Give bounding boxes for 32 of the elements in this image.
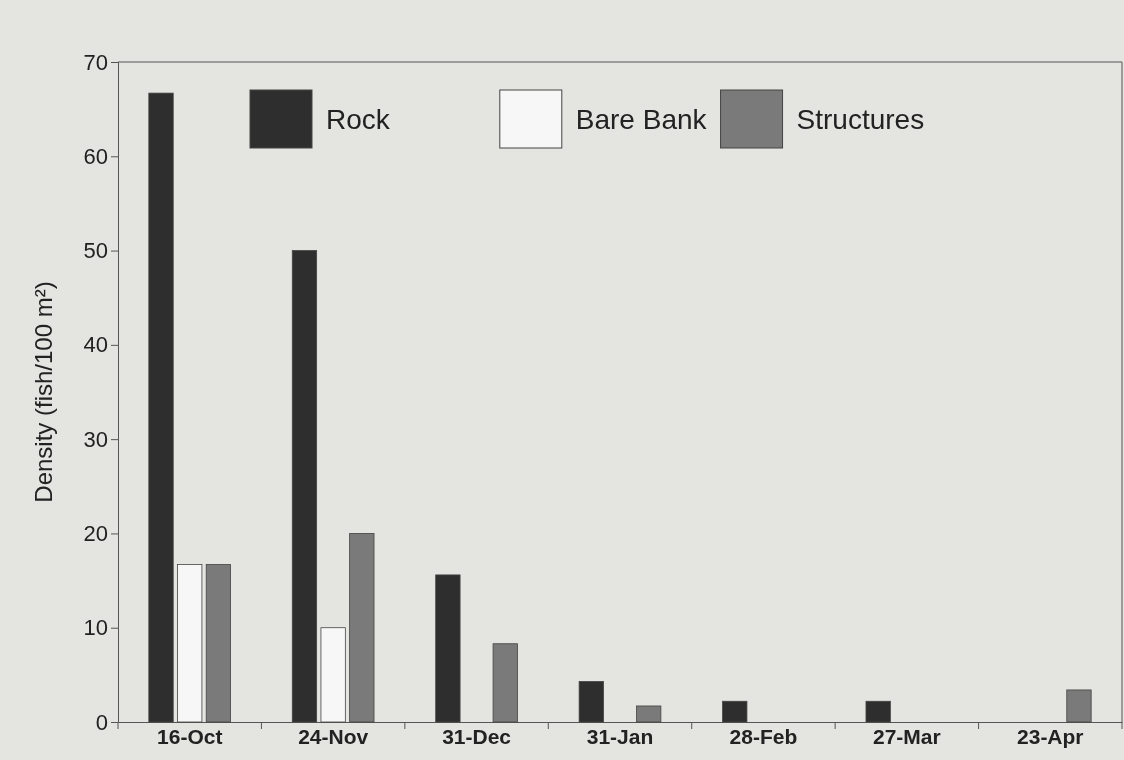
y-tick-label: 40 [83, 332, 108, 358]
y-tick-label: 10 [83, 615, 108, 641]
x-tick-label: 31-Jan [586, 724, 654, 748]
y-tick-label: 50 [83, 238, 108, 264]
x-tick-label: 23-Apr [1017, 724, 1084, 748]
bar [148, 92, 174, 723]
legend-label: Bare Bank [575, 104, 708, 135]
x-tick-label: 31-Dec [442, 724, 512, 748]
y-axis-title: Density (fish/100 m²) [30, 281, 57, 503]
bar [865, 700, 891, 723]
bar [349, 533, 375, 723]
bar [1066, 689, 1092, 723]
x-tick-label: 27-Mar [873, 724, 941, 748]
y-tick-label: 30 [83, 426, 108, 452]
bar [435, 574, 461, 723]
bar [722, 700, 748, 723]
y-tick-label: 60 [83, 143, 108, 169]
bar [177, 564, 203, 723]
bar [205, 564, 231, 723]
bar [636, 705, 662, 723]
y-tick-label: 20 [83, 520, 108, 546]
legend-label: Rock [326, 104, 391, 135]
bar [492, 643, 518, 723]
bar [320, 627, 346, 723]
x-tick-label: 28-Feb [729, 724, 798, 748]
y-tick-label: 70 [83, 49, 108, 75]
bar [291, 250, 318, 723]
bar [578, 681, 604, 723]
x-tick-label: 16-Oct [157, 724, 223, 748]
y-tick-label: 0 [95, 709, 108, 735]
legend-label: Structures [796, 104, 925, 135]
x-tick-label: 24-Nov [298, 724, 369, 748]
